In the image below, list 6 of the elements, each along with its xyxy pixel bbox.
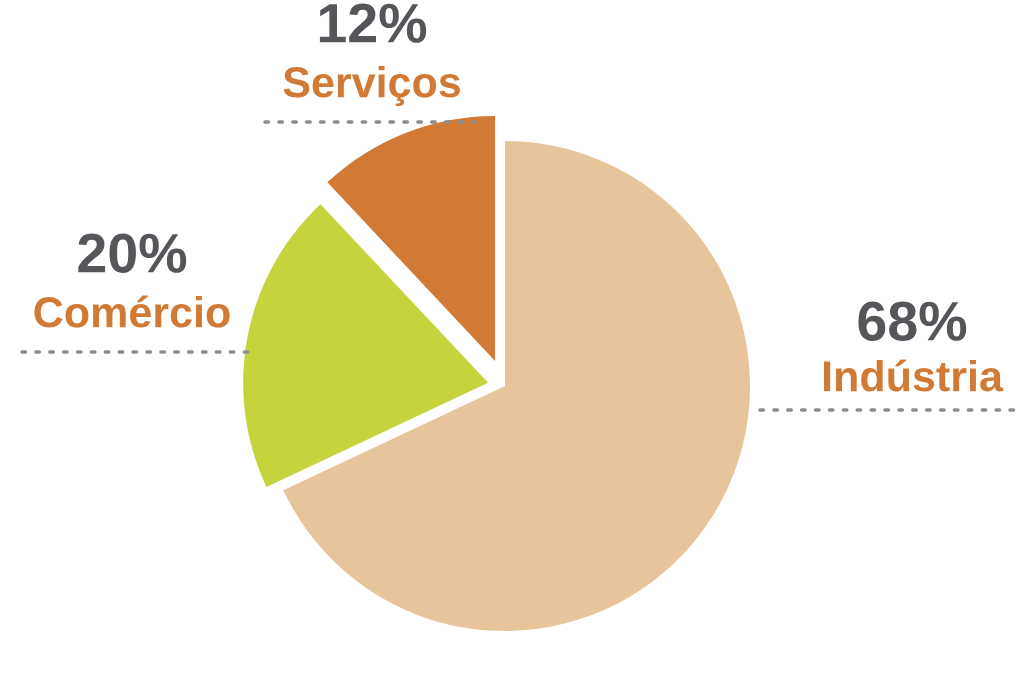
- slice-label: Serviços: [283, 65, 460, 107]
- slice-label: Indústria: [823, 359, 1004, 392]
- data-label: 68%: [858, 301, 967, 341]
- slice-label: Comércio: [34, 295, 230, 328]
- data-label: 12%: [319, 3, 427, 43]
- data-label: 20%: [78, 233, 187, 273]
